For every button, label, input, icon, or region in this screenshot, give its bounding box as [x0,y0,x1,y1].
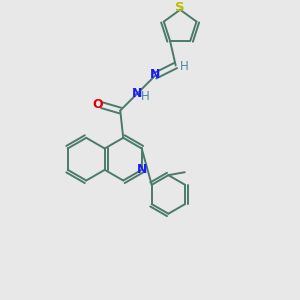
Text: N: N [137,163,148,176]
Text: O: O [93,98,103,110]
Text: H: H [141,89,150,103]
Text: N: N [132,86,142,100]
Text: S: S [175,1,185,14]
Text: H: H [180,60,188,73]
Text: N: N [150,68,161,82]
